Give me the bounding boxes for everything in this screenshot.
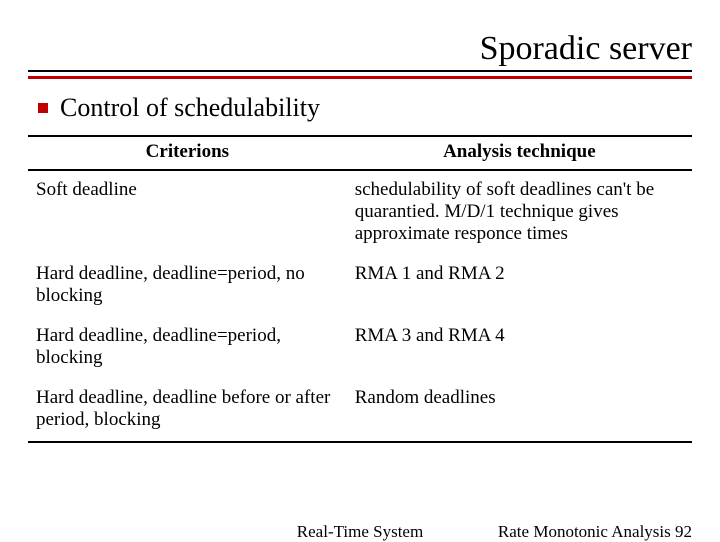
table-cell: RMA 3 and RMA 4 <box>347 317 692 379</box>
table-cell: Random deadlines <box>347 379 692 442</box>
slide-title: Sporadic server <box>28 30 692 72</box>
table-cell: Hard deadline, deadline before or after … <box>28 379 347 442</box>
page-number: 92 <box>675 522 692 541</box>
title-underline <box>28 76 692 79</box>
table-cell: Hard deadline, deadline=period, no block… <box>28 255 347 317</box>
table-row: Hard deadline, deadline=period, blocking… <box>28 317 692 379</box>
criteria-table: Criterions Analysis technique Soft deadl… <box>28 135 692 443</box>
bullet-text: Control of schedulability <box>60 93 320 123</box>
table-header: Analysis technique <box>347 136 692 170</box>
table-row: Soft deadline schedulability of soft dea… <box>28 170 692 255</box>
footer-right: Rate Monotonic Analysis 92 <box>498 522 692 542</box>
table-row: Hard deadline, deadline before or after … <box>28 379 692 442</box>
square-bullet-icon <box>38 103 48 113</box>
table-cell: Hard deadline, deadline=period, blocking <box>28 317 347 379</box>
bullet-item: Control of schedulability <box>28 93 692 123</box>
table-header-row: Criterions Analysis technique <box>28 136 692 170</box>
footer-label: Rate Monotonic Analysis <box>498 522 671 541</box>
table-cell: schedulability of soft deadlines can't b… <box>347 170 692 255</box>
table-header: Criterions <box>28 136 347 170</box>
table-cell: RMA 1 and RMA 2 <box>347 255 692 317</box>
table-cell: Soft deadline <box>28 170 347 255</box>
table-row: Hard deadline, deadline=period, no block… <box>28 255 692 317</box>
slide-container: Sporadic server Control of schedulabilit… <box>0 0 720 540</box>
